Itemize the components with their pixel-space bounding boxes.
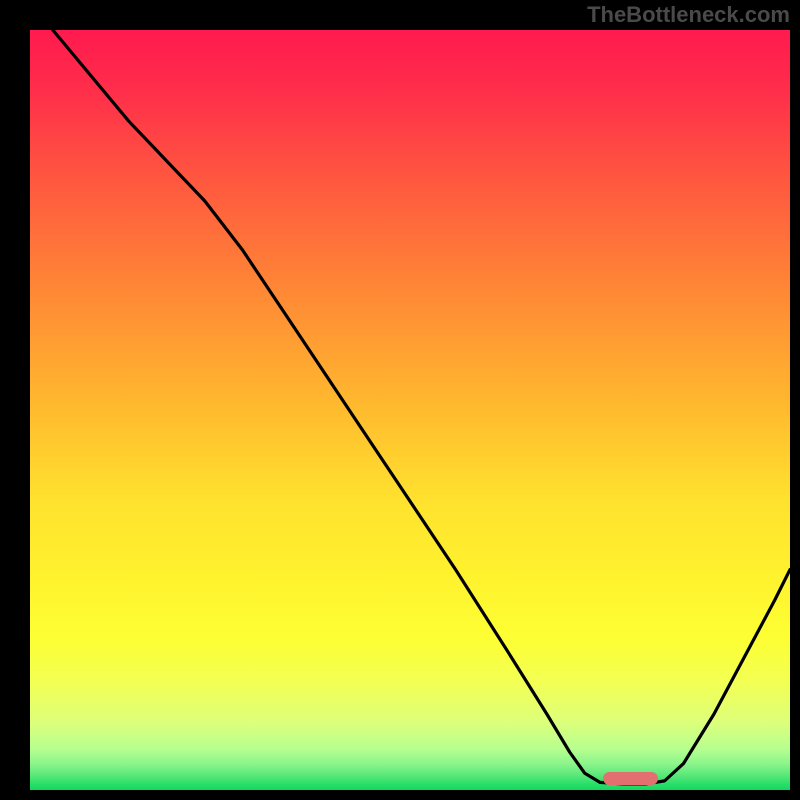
watermark-text: TheBottleneck.com xyxy=(587,2,790,28)
plot-area xyxy=(30,30,790,790)
optimal-marker xyxy=(603,772,658,786)
bottleneck-curve xyxy=(53,30,790,784)
chart-container: { "watermark": { "text": "TheBottleneck.… xyxy=(0,0,800,800)
curve-layer xyxy=(30,30,790,790)
